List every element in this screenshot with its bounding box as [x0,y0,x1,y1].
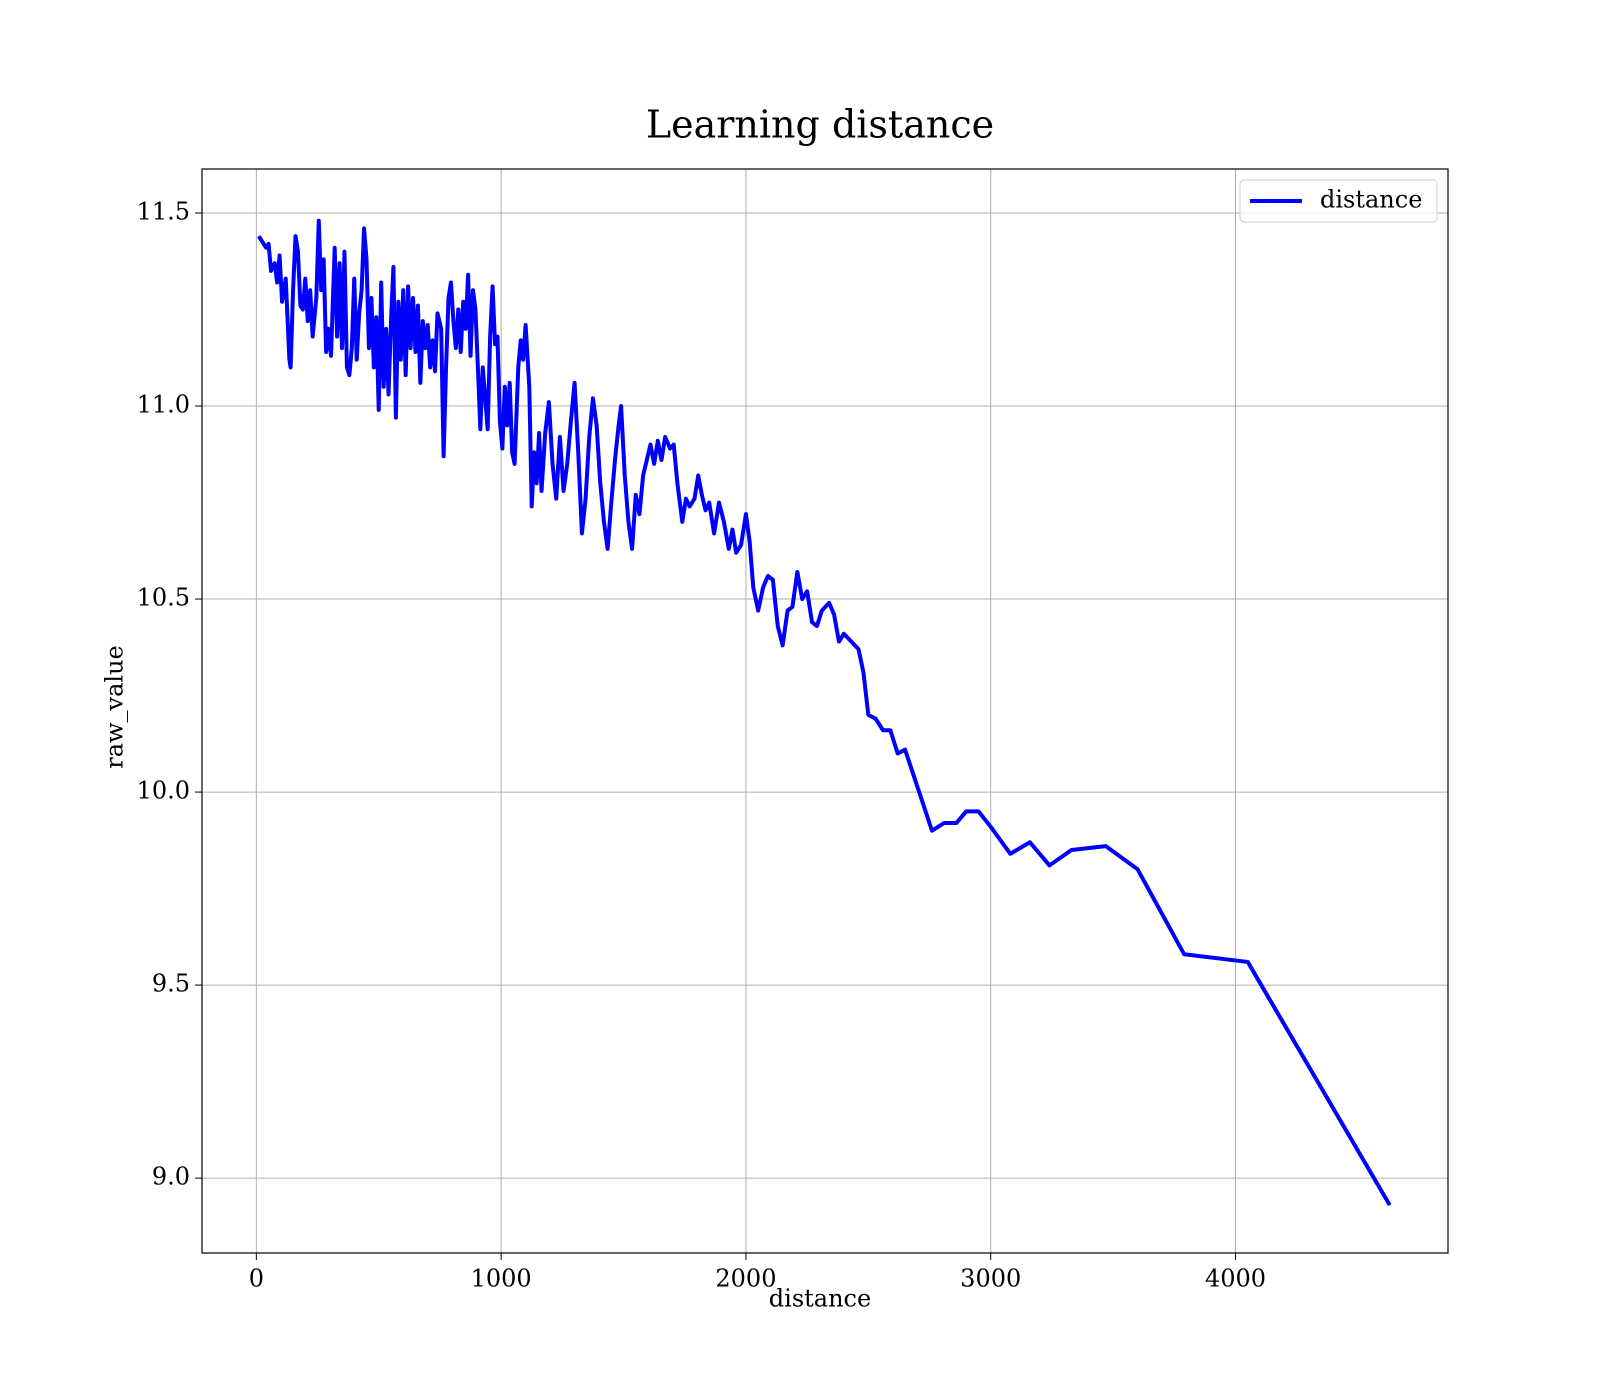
plot-frame [201,168,1449,1254]
legend-label: distance [1320,186,1422,214]
x-tick-label: 0 [249,1265,264,1293]
x-tick-label: 4000 [1205,1265,1266,1293]
y-tick-label: 9.5 [152,970,190,998]
data-line [257,218,1392,1207]
y-tick-label: 10.0 [137,777,190,805]
y-axis-label: raw_value [101,645,129,769]
x-tick-label: 2000 [715,1265,776,1293]
x-axis-label: distance [769,1285,871,1313]
y-tick-label: 9.0 [152,1163,190,1191]
x-tick-label: 3000 [960,1265,1021,1293]
y-tick-label: 11.0 [137,391,190,419]
x-tick-label: 1000 [471,1265,532,1293]
y-tick-label: 11.5 [137,198,190,226]
legend-box [1239,179,1438,223]
y-tick-label: 10.5 [137,584,190,612]
chart-title: Learning distance [646,103,994,147]
